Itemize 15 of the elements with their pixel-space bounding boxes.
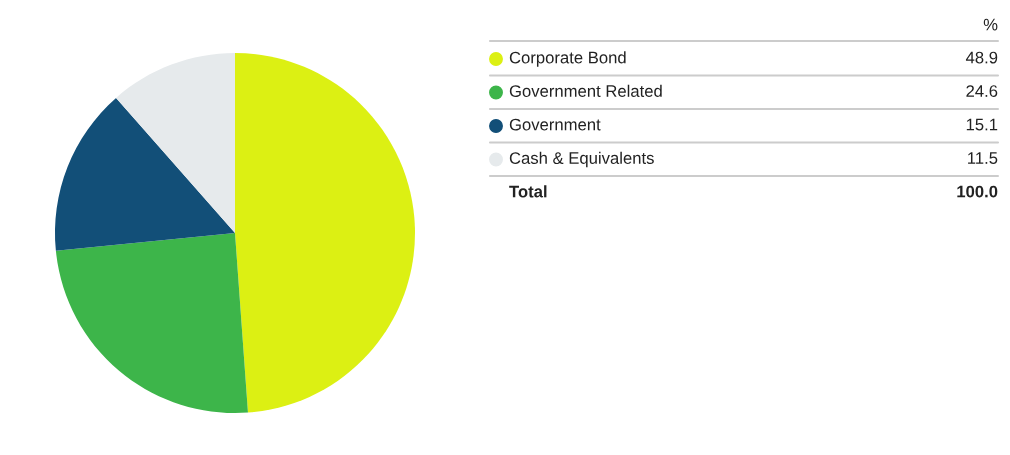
pie-slice [55, 233, 248, 413]
legend-label: Government Related [509, 84, 662, 97]
pie-slice [235, 53, 415, 413]
legend-label: Corporate Bond [509, 51, 626, 67]
data-label: 24.6 [966, 85, 998, 97]
data-label: 11.5 [968, 152, 998, 164]
pie-slice [116, 53, 235, 233]
text: 100.0 [957, 185, 998, 198]
legend-label: Cash & Equivalents [509, 151, 654, 168]
data-label: 15.1 [966, 118, 998, 131]
pie-slice [55, 97, 235, 251]
legend-label: Government [509, 118, 601, 131]
data-label: 48.9 [965, 51, 998, 64]
legend-title: % [983, 18, 998, 31]
text: Total [509, 185, 547, 198]
